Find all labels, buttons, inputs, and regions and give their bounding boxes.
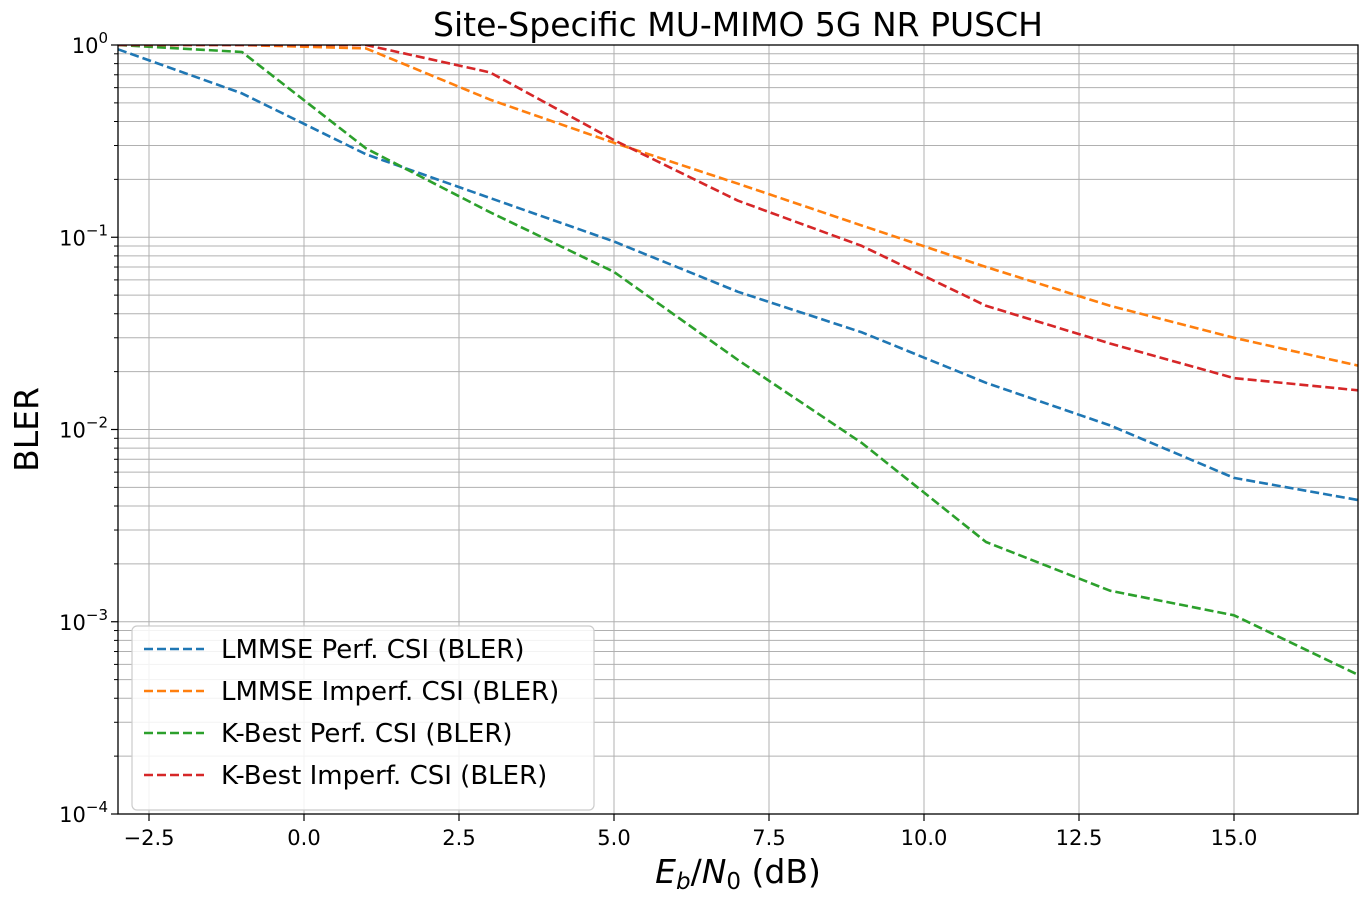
x-tick-label: 15.0 xyxy=(1211,826,1258,850)
x-axis-label-unit: (dB) xyxy=(741,852,821,891)
y-tick-label: 10−1 xyxy=(59,221,108,250)
y-tick-label-exp: −2 xyxy=(86,414,108,432)
series-line-1 xyxy=(118,48,1358,502)
x-tick-label: 7.5 xyxy=(752,826,785,850)
chart-title: Site-Specific MU-MIMO 5G NR PUSCH xyxy=(433,5,1043,44)
series-line-4 xyxy=(118,45,1358,392)
y-tick-label-exp: −4 xyxy=(86,798,108,816)
y-tick-label-exp: −3 xyxy=(86,606,108,624)
legend: LMMSE Perf. CSI (BLER) LMMSE Imperf. CSI … xyxy=(131,625,595,811)
y-tick-label-base: 10 xyxy=(72,34,99,58)
legend-entry-3: K-Best Perf. CSI (BLER) xyxy=(221,719,513,749)
x-tick-label: 5.0 xyxy=(597,826,630,850)
x-tick-label: −2.5 xyxy=(124,826,175,850)
x-tick-label: 12.5 xyxy=(1056,826,1103,850)
y-tick-label: 100 xyxy=(72,29,108,58)
y-tick-label: 10−3 xyxy=(59,606,108,635)
x-tick-label: 2.5 xyxy=(442,826,475,850)
x-axis-label-sub2: 0 xyxy=(726,869,741,895)
legend-entry-4: K-Best Imperf. CSI (BLER) xyxy=(221,761,547,791)
y-tick-label: 10−2 xyxy=(59,414,108,443)
series-line-2 xyxy=(118,45,1358,367)
x-axis-label: Eb/N0 (dB) xyxy=(655,852,821,895)
legend-entry-1: LMMSE Perf. CSI (BLER) xyxy=(221,635,524,665)
x-axis-label-var2: N xyxy=(702,852,727,891)
series-group xyxy=(118,45,1358,676)
y-tick-label-exp: 0 xyxy=(98,29,108,47)
y-tick-label-base: 10 xyxy=(59,803,86,827)
legend-box xyxy=(131,625,595,811)
y-tick-label-exp: −1 xyxy=(86,221,108,239)
legend-entry-2: LMMSE Imperf. CSI (BLER) xyxy=(221,677,559,707)
x-axis-label-var: E xyxy=(655,852,676,891)
y-axis-label: BLER xyxy=(7,387,46,472)
x-axis-label-slash: / xyxy=(691,852,703,891)
series-line-3 xyxy=(118,45,1358,676)
y-tick-label-base: 10 xyxy=(59,226,86,250)
x-tick-label: 10.0 xyxy=(901,826,948,850)
y-tick-label: 10−4 xyxy=(59,798,108,827)
x-tick-label: 0.0 xyxy=(287,826,320,850)
y-tick-label-base: 10 xyxy=(59,611,86,635)
x-axis-label-sub: b xyxy=(676,869,691,895)
y-tick-label-base: 10 xyxy=(59,419,86,443)
